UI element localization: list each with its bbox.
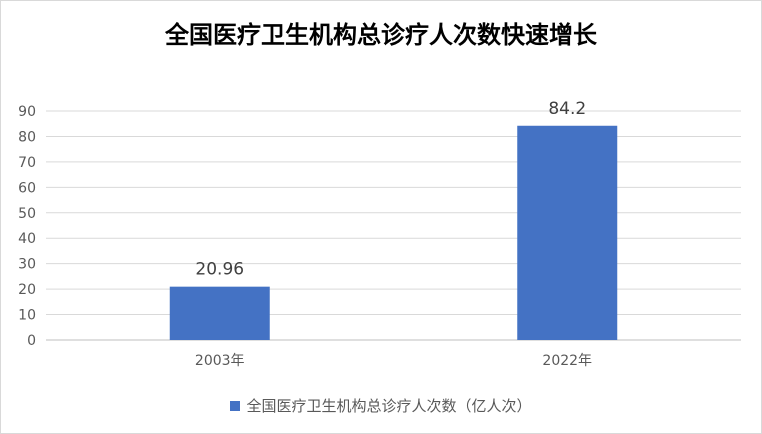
y-tick-label: 70 xyxy=(18,155,36,171)
legend: 全国医疗卫生机构总诊疗人次数（亿人次） xyxy=(1,395,761,416)
y-tick-label: 30 xyxy=(18,257,36,273)
y-tick-label: 60 xyxy=(18,180,36,196)
legend-label: 全国医疗卫生机构总诊疗人次数（亿人次） xyxy=(246,397,532,415)
x-tick-label: 2022年 xyxy=(542,353,592,369)
y-tick-label: 10 xyxy=(18,308,36,324)
bar xyxy=(169,286,270,340)
data-label: 84.2 xyxy=(548,99,586,119)
legend-swatch xyxy=(230,401,241,411)
data-label: 20.96 xyxy=(195,260,244,280)
chart-title: 全国医疗卫生机构总诊疗人次数快速增长 xyxy=(165,21,597,49)
x-tick-label: 2003年 xyxy=(195,353,245,369)
y-tick-label: 20 xyxy=(18,282,36,298)
y-tick-label: 80 xyxy=(18,129,36,145)
y-tick-label: 90 xyxy=(18,104,36,120)
bar xyxy=(517,125,618,340)
y-tick-label: 0 xyxy=(27,333,36,349)
y-tick-label: 40 xyxy=(18,231,36,247)
y-tick-label: 50 xyxy=(18,206,36,222)
